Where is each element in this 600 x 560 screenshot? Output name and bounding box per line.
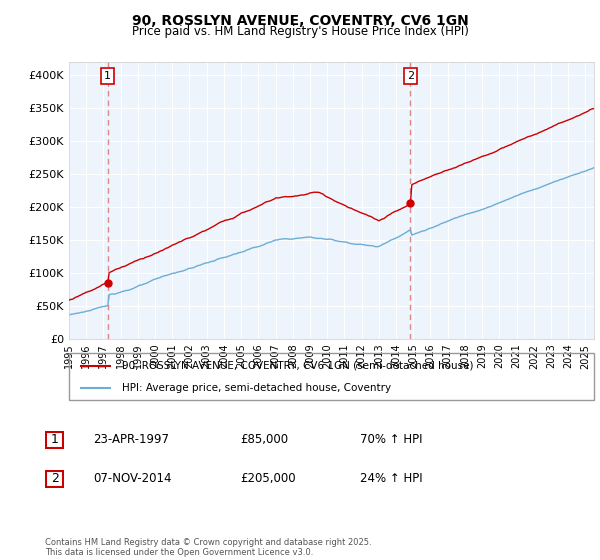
Text: 2: 2 [407,71,414,81]
Text: 70% ↑ HPI: 70% ↑ HPI [360,433,422,446]
Text: 24% ↑ HPI: 24% ↑ HPI [360,472,422,486]
Text: 1: 1 [50,433,59,446]
Text: 23-APR-1997: 23-APR-1997 [93,433,169,446]
Text: 1: 1 [104,71,111,81]
Text: £85,000: £85,000 [240,433,288,446]
Text: Price paid vs. HM Land Registry's House Price Index (HPI): Price paid vs. HM Land Registry's House … [131,25,469,38]
Text: £205,000: £205,000 [240,472,296,486]
Text: 2: 2 [50,472,59,486]
Text: 90, ROSSLYN AVENUE, COVENTRY, CV6 1GN: 90, ROSSLYN AVENUE, COVENTRY, CV6 1GN [131,14,469,28]
Text: 07-NOV-2014: 07-NOV-2014 [93,472,172,486]
Text: HPI: Average price, semi-detached house, Coventry: HPI: Average price, semi-detached house,… [121,382,391,393]
Text: Contains HM Land Registry data © Crown copyright and database right 2025.
This d: Contains HM Land Registry data © Crown c… [45,538,371,557]
Text: 90, ROSSLYN AVENUE, COVENTRY, CV6 1GN (semi-detached house): 90, ROSSLYN AVENUE, COVENTRY, CV6 1GN (s… [121,361,473,371]
